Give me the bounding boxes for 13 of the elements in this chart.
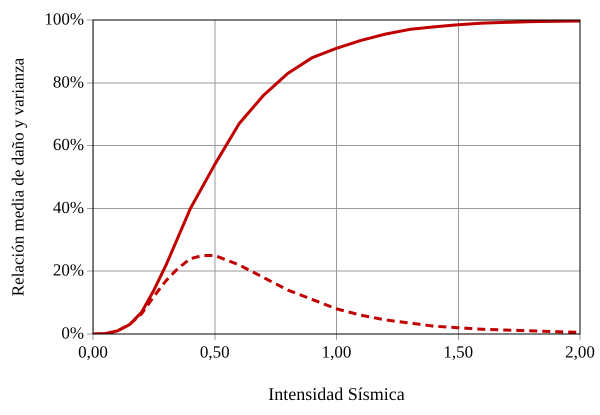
y-tick-label: 80%	[52, 72, 84, 92]
y-tick-label: 40%	[52, 198, 84, 217]
x-tick-label: 1,00	[322, 342, 352, 362]
y-axis-title: Relación media de daño y varianza	[8, 57, 28, 296]
x-axis-title: Intensidad Sísmica	[268, 384, 405, 404]
x-tick-label: 0,00	[78, 342, 108, 362]
x-tick-label: 2,00	[565, 342, 595, 362]
y-tick-label: 100%	[44, 9, 84, 28]
y-tick-label: 60%	[52, 135, 84, 154]
x-tick-label: 0,50	[200, 342, 230, 362]
x-tick-label: 1,50	[443, 342, 474, 362]
y-tick-label: 0%	[61, 323, 84, 342]
y-tick-label: 20%	[52, 260, 84, 280]
